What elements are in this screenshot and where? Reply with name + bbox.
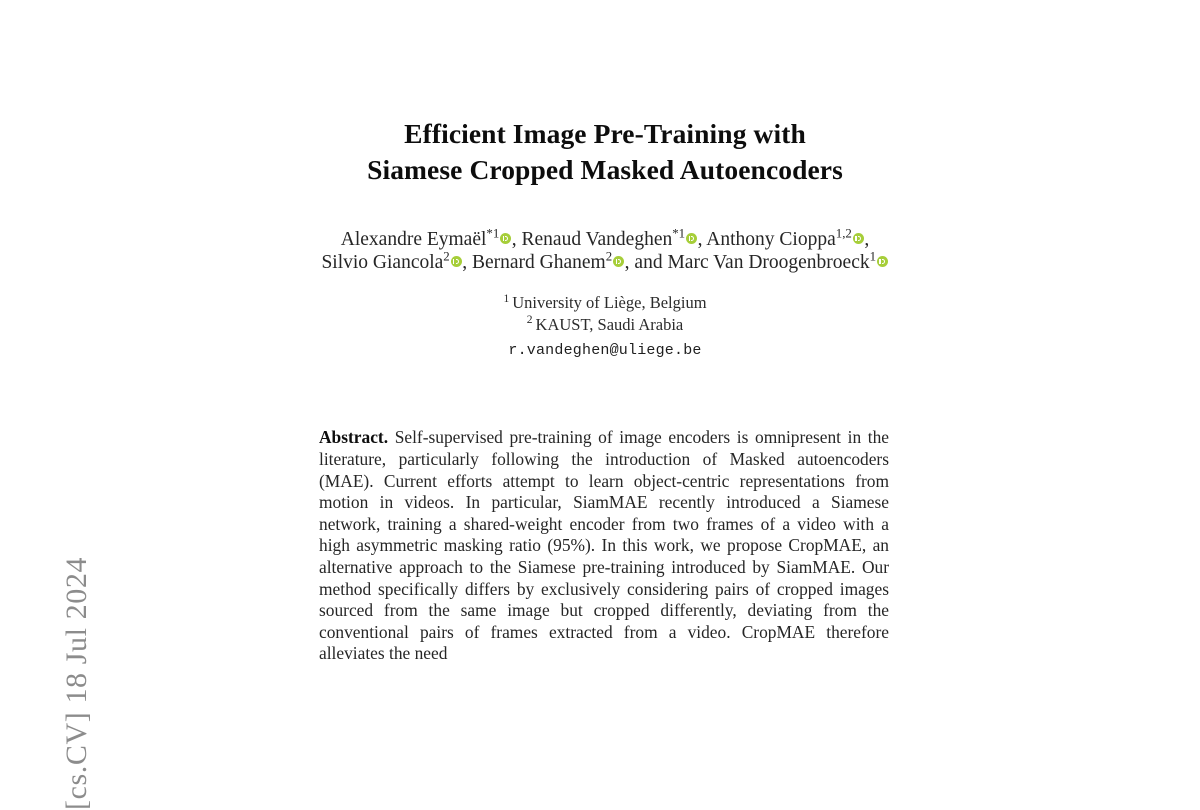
author-affiliation-mark-5: 2 [605,249,613,264]
author-affiliation-mark-2: *1 [672,226,686,241]
paper-title-line-1: Efficient Image Pre-Training with [404,118,806,149]
affiliation-mark-2: 2 [526,314,533,326]
author-name-2: Renaud Vandeghen [521,229,673,250]
orcid-icon[interactable] [500,233,512,244]
abstract-paragraph: Abstract. Self-supervised pre-training o… [319,427,889,665]
affiliation-list: 1 University of Liège, Belgium 2 KAUST, Sa… [240,292,970,362]
author-name-6: Marc Van Droogenbroeck [667,252,870,273]
author-affiliation-mark-3: 1,2 [835,226,852,241]
author-name-1: Alexandre Eymaël [340,229,487,250]
author-name-3: Anthony Cioppa [706,229,836,250]
affiliation-2: 2 KAUST, Saudi Arabia [240,314,970,336]
author-separator-2: , [697,229,707,250]
author-separator-3: , [864,229,870,250]
affiliation-mark-1: 1 [503,292,510,305]
contact-email[interactable]: r.vandeghen@uliege.be [508,342,702,359]
author-name-5: Bernard Ghanem [471,252,606,273]
arxiv-stamp: [cs.CV] 18 Jul 2024 [0,0,93,810]
paper-page: [cs.CV] 18 Jul 2024 Efficient Image Pre-… [0,0,970,810]
author-name-4: Silvio Giancola [321,252,444,273]
author-affiliation-mark-1: *1 [486,226,500,241]
author-separator-4: , [462,252,472,273]
author-line-1: Alexandre Eymaël*1, Renaud Vandeghen*1, … [240,226,970,251]
abstract-label: Abstract. [319,427,389,448]
author-separator-5: , and [624,252,668,273]
author-separator-1: , [511,229,522,250]
orcid-icon[interactable] [450,256,462,267]
author-list: Alexandre Eymaël*1, Renaud Vandeghen*1, … [240,226,970,274]
author-line-2: Silvio Giancola2, Bernard Ghanem2, and M… [240,249,970,274]
page-title: Efficient Image Pre-Training with Siames… [240,116,970,188]
affiliation-1: 1 University of Liège, Belgium [240,292,970,314]
paper-title-line-2: Siamese Cropped Masked Autoencoders [367,154,843,185]
affiliation-1-text: University of Liège, Belgium [512,293,707,312]
arxiv-stamp-text: [cs.CV] 18 Jul 2024 [60,556,93,810]
orcid-icon[interactable] [852,233,864,244]
orcid-icon[interactable] [686,233,698,244]
affiliation-2-text: KAUST, Saudi Arabia [535,314,684,334]
orcid-icon[interactable] [877,256,889,267]
author-affiliation-mark-6: 1 [869,249,877,264]
abstract-section: Abstract. Self-supervised pre-training o… [319,410,889,682]
orcid-icon[interactable] [613,256,625,267]
abstract-text: Self-supervised pre-training of image en… [319,427,889,664]
author-affiliation-mark-4: 2 [443,249,450,264]
